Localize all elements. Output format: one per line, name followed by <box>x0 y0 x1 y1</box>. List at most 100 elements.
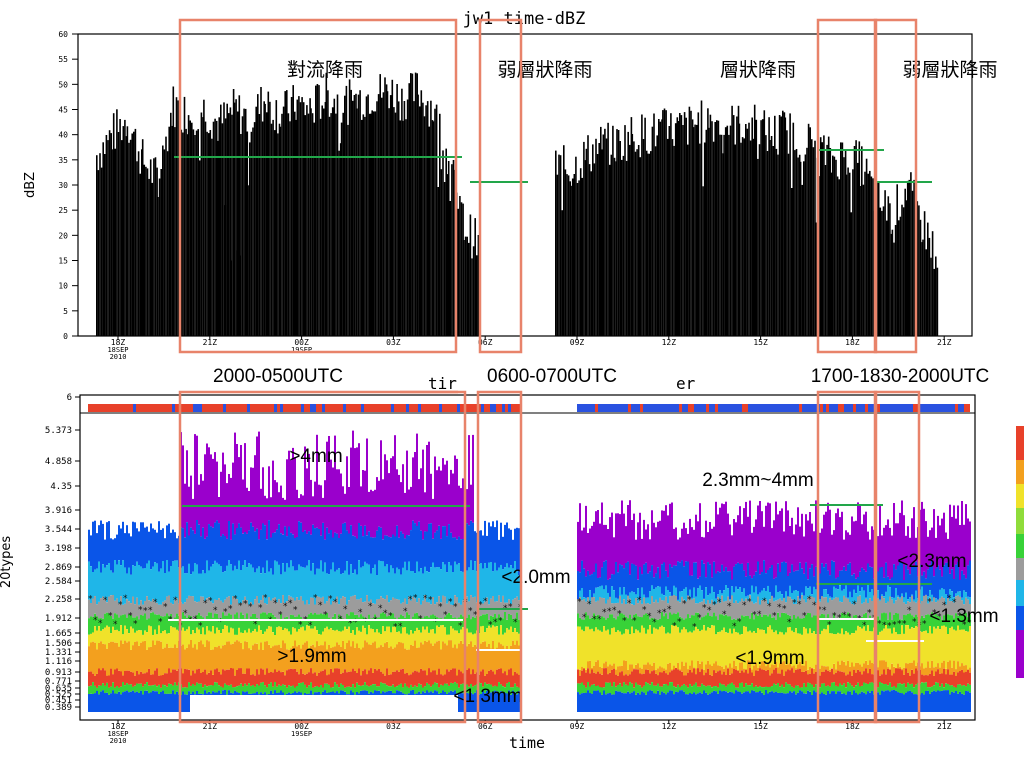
dsd-heat-cell <box>719 590 721 603</box>
dsd-heat-cell <box>801 634 803 666</box>
annot-weak-stratiform-2: 弱層狀降雨 <box>902 59 997 81</box>
dsd-strip-cell <box>88 404 91 412</box>
dsd-heat-cell <box>583 668 585 685</box>
dsd-heat-cell <box>615 513 617 562</box>
dsd-heat-cell <box>184 483 186 538</box>
dbz-bar <box>287 113 290 336</box>
dsd-heat-cell <box>765 690 767 712</box>
dsd-heat-cell <box>921 501 923 576</box>
dsd-heat-cell <box>671 682 673 691</box>
dsd-heat-cell <box>733 592 735 604</box>
dbz-bar <box>787 153 790 336</box>
dsd-heat-cell <box>294 640 296 669</box>
dsd-heat-cell <box>256 436 258 529</box>
dsd-heat-cell <box>160 633 162 642</box>
dsd-heat-cell <box>709 664 711 675</box>
dsd-heat-cell <box>120 528 122 566</box>
dsd-heat-cell <box>320 685 322 695</box>
dsd-heat-cell <box>234 634 236 642</box>
dsd-heat-cell <box>631 591 633 605</box>
dsd-median-marker: * <box>138 605 143 615</box>
dsd-heat-cell <box>877 635 879 668</box>
dsd-heat-cell <box>869 660 871 669</box>
dbz-bar <box>107 140 109 336</box>
dsd-heat-cell <box>885 661 887 675</box>
dsd-heat-cell <box>204 573 206 602</box>
dbz-bar <box>559 155 562 336</box>
dsd-heat-cell <box>238 685 240 693</box>
dbz-bar <box>845 174 848 336</box>
dsd-heat-cell <box>889 596 891 613</box>
dbz-bar <box>627 131 629 336</box>
dsd-heat-cell <box>773 632 775 665</box>
dsd-strip-cell <box>238 404 241 412</box>
dsd-heat-cell <box>711 577 713 587</box>
dsd-heat-cell <box>877 667 879 670</box>
dsd-heat-cell <box>795 685 797 695</box>
dsd-heat-cell <box>122 692 124 712</box>
dsd-heat-cell <box>703 685 705 691</box>
dsd-heat-cell <box>593 572 595 594</box>
dbz-bar <box>829 148 832 336</box>
dsd-heat-cell <box>356 599 358 615</box>
dsd-heat-cell <box>887 619 889 629</box>
dsd-heat-cell <box>270 682 272 691</box>
dsd-heat-cell <box>933 615 935 627</box>
dsd-heat-cell <box>288 619 290 632</box>
dsd-heat-cell <box>204 619 206 635</box>
dsd-heat-cell <box>132 617 134 629</box>
dbz-bar <box>604 128 606 336</box>
dsd-heat-cell <box>110 668 112 687</box>
dsd-heat-cell <box>777 592 779 600</box>
dsd-heat-cell <box>466 692 468 712</box>
dsd-heat-cell <box>585 576 587 598</box>
dsd-heat-cell <box>675 625 677 669</box>
dsd-strip-cell <box>187 404 190 412</box>
partial-label-er: er <box>676 374 696 393</box>
dsd-heat-cell <box>336 533 338 570</box>
dsd-strip-cell <box>376 404 379 412</box>
dsd-strip-cell <box>835 404 838 412</box>
dsd-heat-cell <box>747 691 749 712</box>
dsd-strip-cell <box>799 404 802 412</box>
dsd-heat-cell <box>823 514 825 568</box>
dsd-heat-cell <box>124 567 126 604</box>
dsd-heat-cell <box>587 690 589 712</box>
dsd-heat-cell <box>158 625 160 641</box>
dsd-heat-cell <box>184 573 186 603</box>
dbz-bar <box>422 102 424 336</box>
dsd-heat-cell <box>969 560 971 598</box>
dsd-heat-cell <box>887 519 889 577</box>
dsd-heat-cell <box>156 532 158 564</box>
dsd-heat-cell <box>506 675 508 684</box>
dsd-heat-cell <box>326 692 328 695</box>
dsd-heat-cell <box>737 618 739 633</box>
dbz-bar <box>275 100 278 336</box>
dsd-heat-cell <box>679 670 681 687</box>
dsd-heat-cell <box>631 618 633 627</box>
dsd-heat-cell <box>218 630 220 646</box>
dsd-heat-cell <box>334 601 336 614</box>
dsd-heat-cell <box>494 690 496 712</box>
dsd-heat-cell <box>709 616 711 629</box>
dsd-heat-cell <box>781 684 783 693</box>
dsd-heat-cell <box>218 645 220 672</box>
dsd-heat-cell <box>344 570 346 597</box>
dsd-heat-cell <box>142 522 144 569</box>
dsd-heat-cell <box>452 691 454 695</box>
dsd-strip-cell <box>97 404 100 412</box>
dsd-heat-cell <box>368 693 370 695</box>
dsd-heat-cell <box>597 510 599 578</box>
dsd-heat-cell <box>422 687 424 692</box>
dsd-heat-cell <box>254 614 256 629</box>
dsd-heat-cell <box>741 592 743 599</box>
dsd-median-marker: * <box>642 606 647 616</box>
dsd-strip-cell <box>445 404 448 412</box>
dsd-heat-cell <box>741 563 743 593</box>
dsd-heat-cell <box>456 693 458 695</box>
dsd-heat-cell <box>827 502 829 571</box>
dsd-heat-cell <box>130 574 132 604</box>
dbz-bar <box>170 112 172 336</box>
dsd-heat-cell <box>210 454 212 527</box>
dsd-heat-cell <box>957 616 959 626</box>
